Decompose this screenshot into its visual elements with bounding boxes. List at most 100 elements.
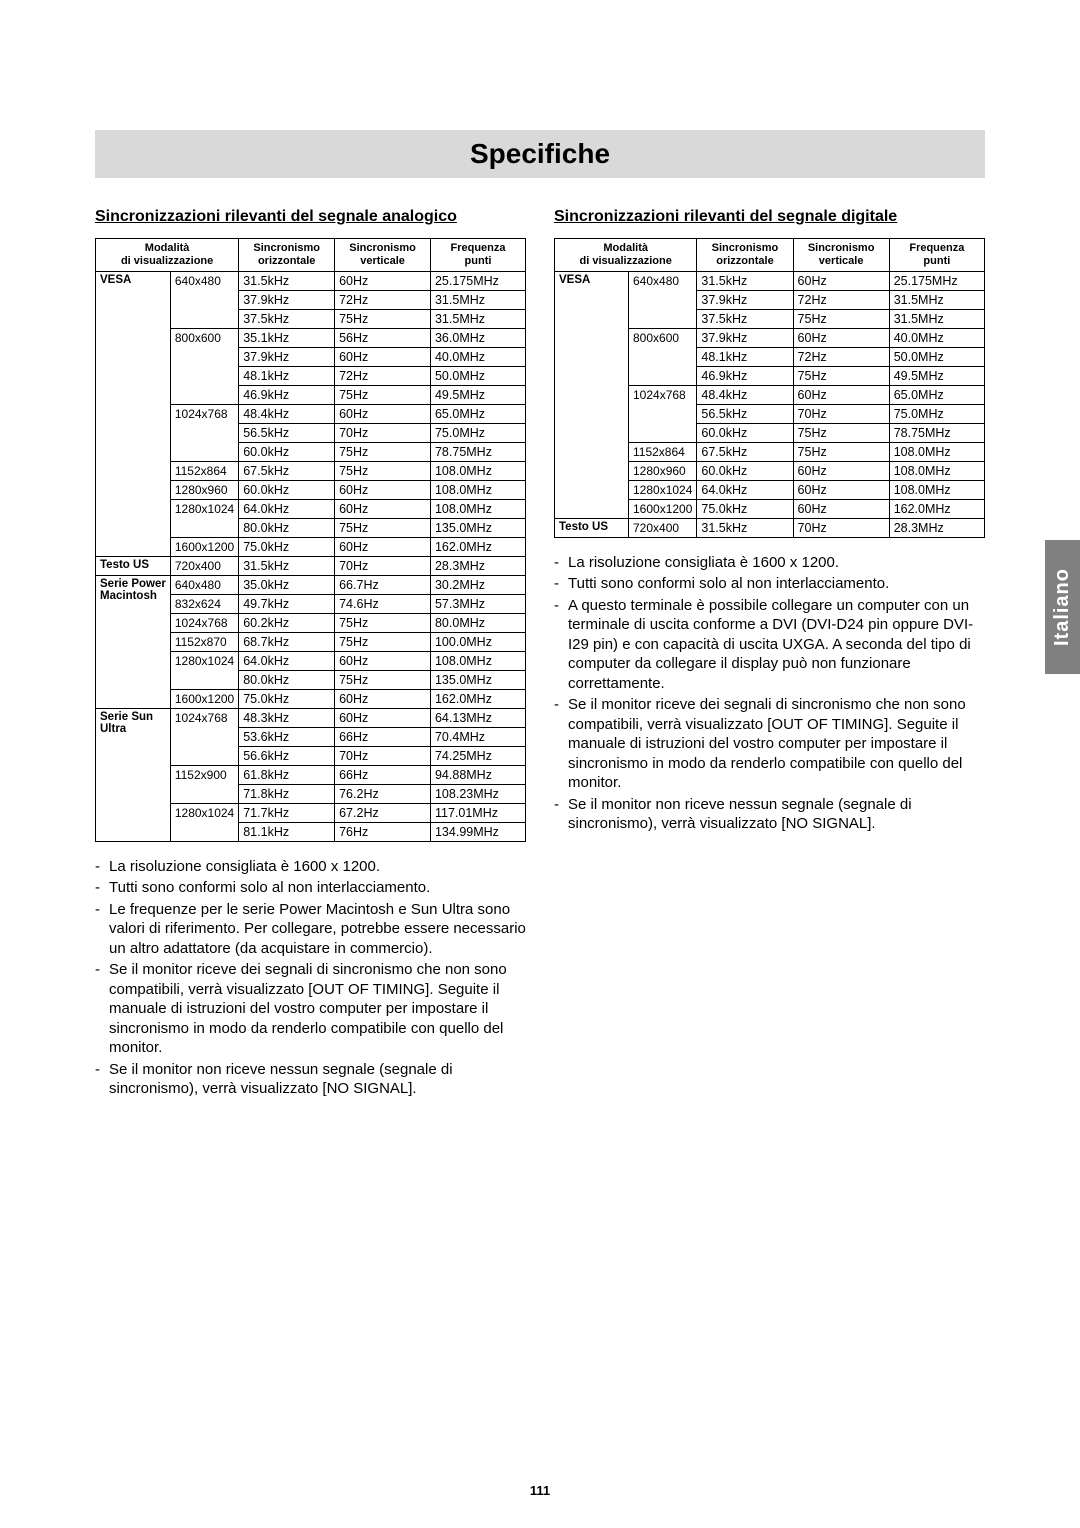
value-cell: 75Hz <box>335 309 431 328</box>
value-cell: 81.1kHz <box>239 822 335 841</box>
value-cell: 60Hz <box>793 461 889 480</box>
note-item: Se il monitor non riceve nessun segnale … <box>109 1060 526 1099</box>
value-cell: 75Hz <box>335 461 431 480</box>
value-cell: 60Hz <box>335 271 431 290</box>
value-cell: 108.0MHz <box>889 442 984 461</box>
value-cell: 64.0kHz <box>697 480 793 499</box>
value-cell: 60Hz <box>335 537 431 556</box>
left-heading: Sincronizzazioni rilevanti del segnale a… <box>95 206 526 228</box>
resolution-cell: 1600x1200 <box>170 689 238 708</box>
value-cell: 71.8kHz <box>239 784 335 803</box>
value-cell: 70Hz <box>793 404 889 423</box>
value-cell: 75Hz <box>335 670 431 689</box>
resolution-cell: 1600x1200 <box>629 499 697 518</box>
value-cell: 60Hz <box>793 328 889 347</box>
value-cell: 28.3MHz <box>889 518 984 537</box>
value-cell: 75.0kHz <box>239 689 335 708</box>
value-cell: 72Hz <box>793 347 889 366</box>
value-cell: 135.0MHz <box>430 518 525 537</box>
value-cell: 78.75MHz <box>889 423 984 442</box>
note-item: A questo terminale è possibile collegare… <box>568 596 985 694</box>
resolution-cell: 1280x1024 <box>170 651 238 689</box>
resolution-cell: 800x600 <box>170 328 238 404</box>
mode-category: Testo US <box>96 556 171 575</box>
value-cell: 76.2Hz <box>335 784 431 803</box>
value-cell: 70.4MHz <box>430 727 525 746</box>
resolution-cell: 640x480 <box>170 575 238 594</box>
value-cell: 108.0MHz <box>430 480 525 499</box>
value-cell: 35.0kHz <box>239 575 335 594</box>
value-cell: 56Hz <box>335 328 431 347</box>
resolution-cell: 720x400 <box>629 518 697 537</box>
resolution-cell: 640x480 <box>629 271 697 328</box>
value-cell: 80.0kHz <box>239 518 335 537</box>
value-cell: 60.0kHz <box>697 461 793 480</box>
mode-category: Testo US <box>555 518 629 537</box>
value-cell: 60.0kHz <box>239 480 335 499</box>
value-cell: 70Hz <box>335 423 431 442</box>
value-cell: 49.5MHz <box>430 385 525 404</box>
value-cell: 65.0MHz <box>889 385 984 404</box>
value-cell: 36.0MHz <box>430 328 525 347</box>
value-cell: 162.0MHz <box>430 689 525 708</box>
value-cell: 75Hz <box>335 613 431 632</box>
value-cell: 100.0MHz <box>430 632 525 651</box>
mode-category: Serie PowerMacintosh <box>96 575 171 708</box>
value-cell: 108.23MHz <box>430 784 525 803</box>
value-cell: 60Hz <box>793 385 889 404</box>
value-cell: 80.0kHz <box>239 670 335 689</box>
value-cell: 108.0MHz <box>889 480 984 499</box>
value-cell: 162.0MHz <box>430 537 525 556</box>
value-cell: 78.75MHz <box>430 442 525 461</box>
value-cell: 74.6Hz <box>335 594 431 613</box>
value-cell: 71.7kHz <box>239 803 335 822</box>
value-cell: 65.0MHz <box>430 404 525 423</box>
value-cell: 75Hz <box>793 442 889 461</box>
value-cell: 37.9kHz <box>697 328 793 347</box>
resolution-cell: 1152x870 <box>170 632 238 651</box>
resolution-cell: 1024x768 <box>170 613 238 632</box>
note-item: Se il monitor non riceve nessun segnale … <box>568 795 985 834</box>
value-cell: 64.0kHz <box>239 651 335 670</box>
value-cell: 72Hz <box>335 290 431 309</box>
value-cell: 135.0MHz <box>430 670 525 689</box>
resolution-cell: 1152x864 <box>629 442 697 461</box>
left-notes: La risoluzione consigliata è 1600 x 1200… <box>95 857 526 1099</box>
value-cell: 46.9kHz <box>239 385 335 404</box>
value-cell: 60Hz <box>793 499 889 518</box>
value-cell: 60Hz <box>335 689 431 708</box>
value-cell: 60.0kHz <box>697 423 793 442</box>
mode-category: VESA <box>96 271 171 556</box>
resolution-cell: 1152x900 <box>170 765 238 803</box>
value-cell: 31.5kHz <box>697 518 793 537</box>
value-cell: 75Hz <box>335 442 431 461</box>
value-cell: 46.9kHz <box>697 366 793 385</box>
value-cell: 66Hz <box>335 765 431 784</box>
value-cell: 162.0MHz <box>889 499 984 518</box>
value-cell: 48.3kHz <box>239 708 335 727</box>
value-cell: 75.0kHz <box>239 537 335 556</box>
value-cell: 72Hz <box>335 366 431 385</box>
value-cell: 57.3MHz <box>430 594 525 613</box>
value-cell: 60Hz <box>335 404 431 423</box>
value-cell: 108.0MHz <box>889 461 984 480</box>
page: Specifiche Sincronizzazioni rilevanti de… <box>0 0 1080 1528</box>
note-item: Le frequenze per le serie Power Macintos… <box>109 900 526 959</box>
value-cell: 60.0kHz <box>239 442 335 461</box>
page-title: Specifiche <box>95 138 985 170</box>
title-bar: Specifiche <box>95 130 985 178</box>
resolution-cell: 1280x1024 <box>629 480 697 499</box>
value-cell: 37.5kHz <box>239 309 335 328</box>
value-cell: 64.0kHz <box>239 499 335 518</box>
value-cell: 50.0MHz <box>430 366 525 385</box>
digital-table: Modalitàdi visualizzazioneSincronismoori… <box>554 238 985 538</box>
value-cell: 80.0MHz <box>430 613 525 632</box>
value-cell: 68.7kHz <box>239 632 335 651</box>
mode-category: Serie SunUltra <box>96 708 171 841</box>
value-cell: 25.175MHz <box>889 271 984 290</box>
value-cell: 108.0MHz <box>430 461 525 480</box>
value-cell: 75Hz <box>335 518 431 537</box>
value-cell: 60Hz <box>793 271 889 290</box>
value-cell: 75.0MHz <box>889 404 984 423</box>
language-tab: Italiano <box>1045 540 1080 674</box>
